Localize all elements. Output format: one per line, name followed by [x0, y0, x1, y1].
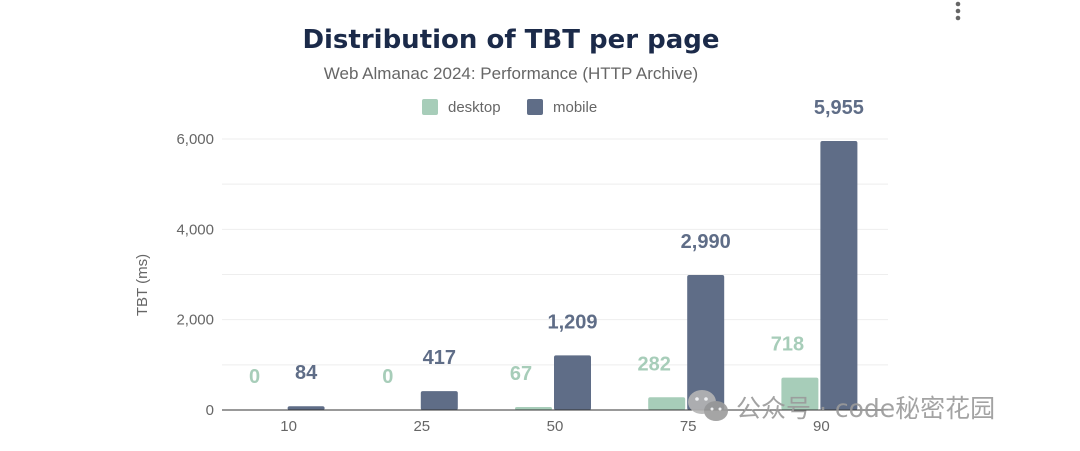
legend-item-desktop[interactable]: desktop	[422, 99, 501, 116]
legend-label-mobile: mobile	[553, 99, 597, 116]
bars	[287, 141, 858, 410]
y-tick-label: 0	[206, 402, 214, 419]
wechat-icon	[688, 390, 728, 421]
bar-mobile[interactable]	[554, 355, 591, 410]
bar-mobile[interactable]	[687, 274, 725, 410]
x-axis-ticks: 10 25 50 75 90	[280, 418, 829, 435]
data-label-mobile: 5,955	[814, 97, 864, 119]
x-tick-label: 75	[680, 418, 697, 435]
bar-desktop[interactable]	[515, 406, 552, 410]
x-tick-label: 50	[547, 418, 564, 435]
bar-desktop[interactable]	[781, 377, 819, 410]
bar-mobile[interactable]	[820, 141, 858, 410]
gridlines	[222, 138, 888, 366]
watermark-text: 公众号 · code秘密花园	[736, 394, 995, 423]
bar-mobile[interactable]	[420, 391, 458, 410]
x-tick-label: 10	[280, 418, 297, 435]
y-tick-label: 4,000	[176, 221, 214, 238]
x-tick-label: 25	[413, 418, 430, 435]
chart-subtitle: Web Almanac 2024: Performance (HTTP Arch…	[324, 64, 698, 83]
chart-title: Distribution of TBT per page	[302, 25, 719, 55]
data-label-desktop: 282	[638, 353, 671, 375]
data-labels: 0 84 0 417 67 1,209 282 2,990 718 5,955	[249, 97, 864, 388]
data-label-desktop: 718	[771, 334, 804, 356]
legend-swatch-desktop	[422, 99, 438, 115]
data-label-mobile: 2,990	[681, 231, 731, 253]
data-label-desktop: 0	[382, 366, 393, 388]
watermark: 公众号 · code秘密花园	[688, 390, 995, 423]
y-axis-ticks: 0 2,000 4,000 6,000	[176, 131, 214, 419]
legend: desktop mobile	[422, 99, 597, 116]
more-vertical-icon[interactable]	[955, 1, 961, 21]
bar-desktop[interactable]	[648, 397, 686, 410]
y-tick-label: 2,000	[176, 312, 214, 329]
x-tick-label: 90	[813, 418, 830, 435]
data-label-desktop: 0	[249, 366, 260, 388]
data-label-mobile: 417	[423, 347, 456, 369]
y-axis-title: TBT (ms)	[134, 254, 151, 316]
data-label-desktop: 67	[510, 363, 532, 385]
legend-item-mobile[interactable]: mobile	[527, 99, 597, 116]
legend-label-desktop: desktop	[448, 99, 501, 116]
bar-mobile[interactable]	[287, 406, 325, 410]
data-label-mobile: 84	[295, 362, 318, 384]
y-tick-label: 6,000	[176, 131, 214, 148]
data-label-mobile: 1,209	[547, 311, 597, 333]
legend-swatch-mobile	[527, 99, 543, 115]
